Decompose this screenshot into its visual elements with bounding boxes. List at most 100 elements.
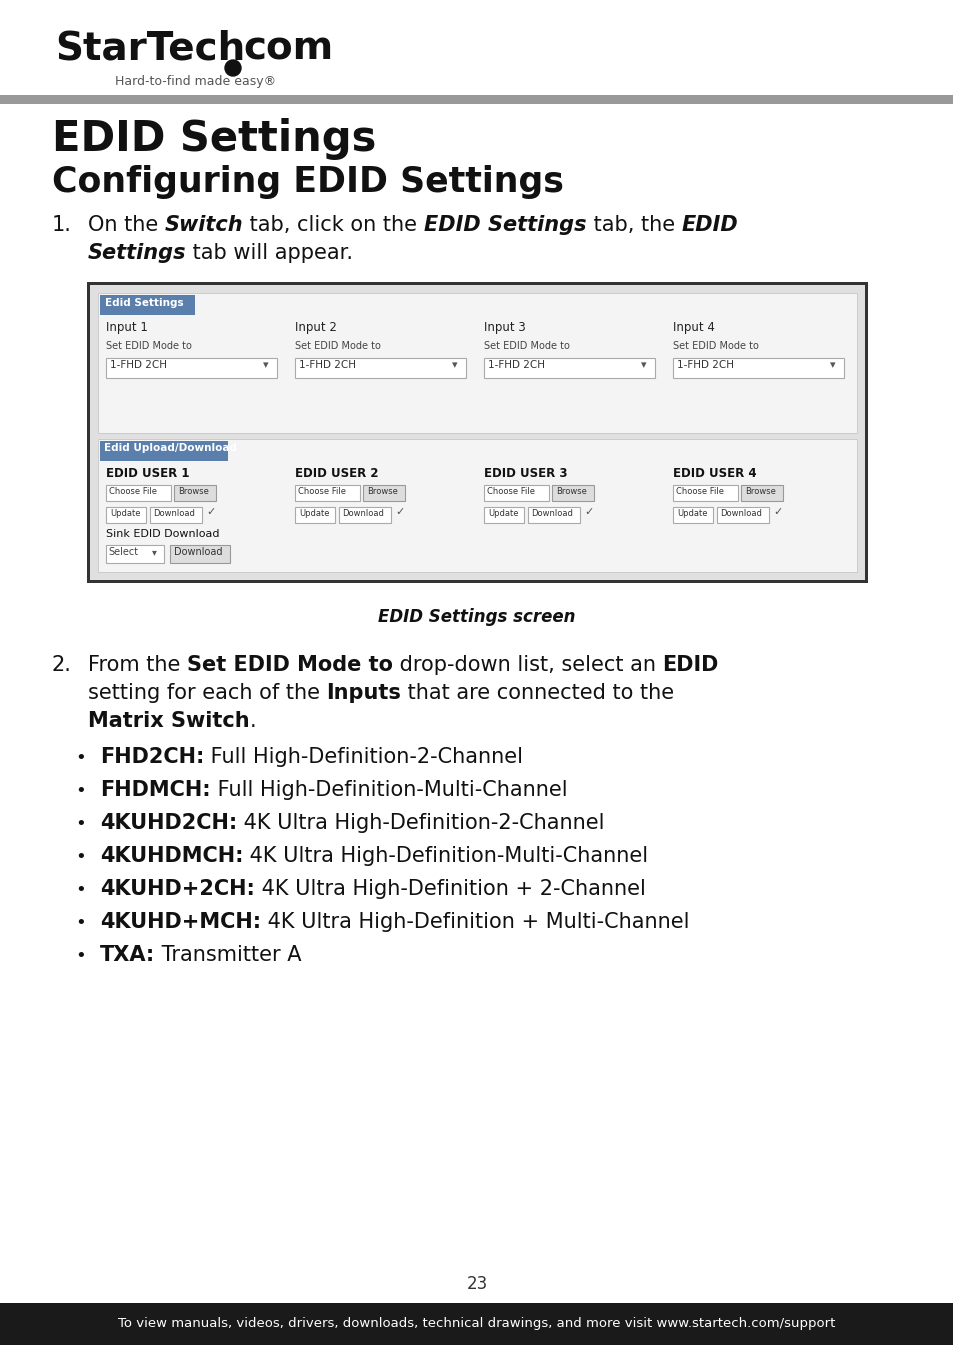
- Bar: [90, 285, 864, 580]
- Text: Download: Download: [341, 508, 383, 518]
- Text: Switch: Switch: [165, 215, 243, 235]
- Text: EDID USER 1: EDID USER 1: [106, 467, 190, 480]
- Text: Browse: Browse: [367, 487, 397, 496]
- Text: 2.: 2.: [52, 655, 71, 675]
- Text: Hard-to-find made easy®: Hard-to-find made easy®: [115, 75, 275, 87]
- Text: EDID USER 3: EDID USER 3: [483, 467, 567, 480]
- Text: Full High-Definition-2-Channel: Full High-Definition-2-Channel: [204, 746, 523, 767]
- Text: setting for each of the: setting for each of the: [88, 683, 326, 703]
- Bar: [106, 545, 164, 564]
- Bar: [98, 293, 856, 433]
- Text: Input 4: Input 4: [672, 321, 714, 334]
- Bar: [552, 486, 594, 500]
- Text: Set EDID Mode to: Set EDID Mode to: [294, 342, 380, 351]
- Text: •: •: [75, 815, 86, 833]
- Text: On the: On the: [88, 215, 165, 235]
- Text: Edid Settings: Edid Settings: [105, 299, 183, 308]
- Bar: [106, 507, 146, 523]
- Bar: [0, 95, 953, 104]
- Text: Set EDID Mode to: Set EDID Mode to: [187, 655, 393, 675]
- Text: FHD2CH:: FHD2CH:: [100, 746, 204, 767]
- Bar: [672, 358, 843, 378]
- Bar: [173, 486, 215, 500]
- Text: Select: Select: [108, 547, 138, 557]
- Text: EDID: EDID: [680, 215, 738, 235]
- Text: Edid Upload/Download: Edid Upload/Download: [104, 443, 236, 453]
- Bar: [527, 507, 579, 523]
- Bar: [100, 441, 228, 461]
- Text: 1.: 1.: [52, 215, 71, 235]
- Text: To view manuals, videos, drivers, downloads, technical drawings, and more visit : To view manuals, videos, drivers, downlo…: [118, 1318, 835, 1330]
- Text: ▾: ▾: [152, 547, 156, 557]
- Text: •: •: [75, 847, 86, 866]
- Text: •: •: [75, 947, 86, 964]
- Text: •: •: [75, 881, 86, 898]
- Text: 4KUHD+2CH:: 4KUHD+2CH:: [100, 880, 254, 898]
- Text: •: •: [75, 915, 86, 932]
- Text: EDID: EDID: [662, 655, 719, 675]
- Text: .: .: [250, 712, 256, 730]
- Text: com: com: [243, 30, 333, 69]
- Text: Download: Download: [531, 508, 572, 518]
- Bar: [106, 358, 276, 378]
- Text: Input 2: Input 2: [294, 321, 336, 334]
- Text: Download: Download: [173, 547, 222, 557]
- Text: EDID Settings: EDID Settings: [424, 215, 586, 235]
- Text: Input 1: Input 1: [106, 321, 148, 334]
- Bar: [98, 438, 856, 572]
- Text: •: •: [75, 781, 86, 800]
- Bar: [483, 486, 548, 500]
- Text: ✓: ✓: [583, 507, 593, 516]
- Text: Update: Update: [110, 508, 140, 518]
- Bar: [150, 507, 202, 523]
- Text: EDID Settings: EDID Settings: [52, 118, 376, 160]
- Bar: [0, 1303, 953, 1345]
- Circle shape: [225, 61, 241, 77]
- Text: ▾: ▾: [452, 360, 457, 370]
- Text: ▾: ▾: [829, 360, 835, 370]
- Bar: [338, 507, 391, 523]
- Bar: [100, 295, 194, 315]
- Text: Choose File: Choose File: [486, 487, 535, 496]
- Text: Settings: Settings: [88, 243, 186, 264]
- Text: •: •: [75, 749, 86, 767]
- Text: Configuring EDID Settings: Configuring EDID Settings: [52, 165, 563, 199]
- Text: 1-FHD 2CH: 1-FHD 2CH: [110, 360, 167, 370]
- Text: tab will appear.: tab will appear.: [186, 243, 354, 264]
- Text: EDID USER 2: EDID USER 2: [294, 467, 378, 480]
- Text: 4K Ultra High-Definition + 2-Channel: 4K Ultra High-Definition + 2-Channel: [254, 880, 645, 898]
- Text: Matrix Switch: Matrix Switch: [88, 712, 250, 730]
- Text: Set EDID Mode to: Set EDID Mode to: [483, 342, 569, 351]
- Text: Full High-Definition-Multi-Channel: Full High-Definition-Multi-Channel: [211, 780, 567, 800]
- Text: TXA:: TXA:: [100, 946, 155, 964]
- Text: From the: From the: [88, 655, 187, 675]
- Text: drop-down list, select an: drop-down list, select an: [393, 655, 662, 675]
- Text: Set EDID Mode to: Set EDID Mode to: [672, 342, 758, 351]
- Bar: [294, 486, 359, 500]
- Text: that are connected to the: that are connected to the: [401, 683, 674, 703]
- Text: 4K Ultra High-Definition-Multi-Channel: 4K Ultra High-Definition-Multi-Channel: [243, 846, 648, 866]
- Text: ▾: ▾: [640, 360, 646, 370]
- Bar: [717, 507, 768, 523]
- Text: 1-FHD 2CH: 1-FHD 2CH: [488, 360, 544, 370]
- Text: Browse: Browse: [556, 487, 586, 496]
- Text: Browse: Browse: [178, 487, 209, 496]
- Text: Set EDID Mode to: Set EDID Mode to: [106, 342, 192, 351]
- Text: 1-FHD 2CH: 1-FHD 2CH: [677, 360, 733, 370]
- Bar: [106, 486, 171, 500]
- Text: Sink EDID Download: Sink EDID Download: [106, 529, 219, 539]
- Bar: [740, 486, 782, 500]
- Bar: [294, 507, 335, 523]
- Bar: [87, 282, 867, 582]
- Text: Choose File: Choose File: [109, 487, 157, 496]
- Text: ✓: ✓: [395, 507, 404, 516]
- Text: ▾: ▾: [263, 360, 269, 370]
- Text: 4KUHDMCH:: 4KUHDMCH:: [100, 846, 243, 866]
- Text: Browse: Browse: [744, 487, 775, 496]
- Text: ✓: ✓: [206, 507, 215, 516]
- Bar: [170, 545, 230, 564]
- Bar: [672, 486, 738, 500]
- Text: Download: Download: [720, 508, 761, 518]
- Text: Download: Download: [152, 508, 194, 518]
- Text: Choose File: Choose File: [297, 487, 346, 496]
